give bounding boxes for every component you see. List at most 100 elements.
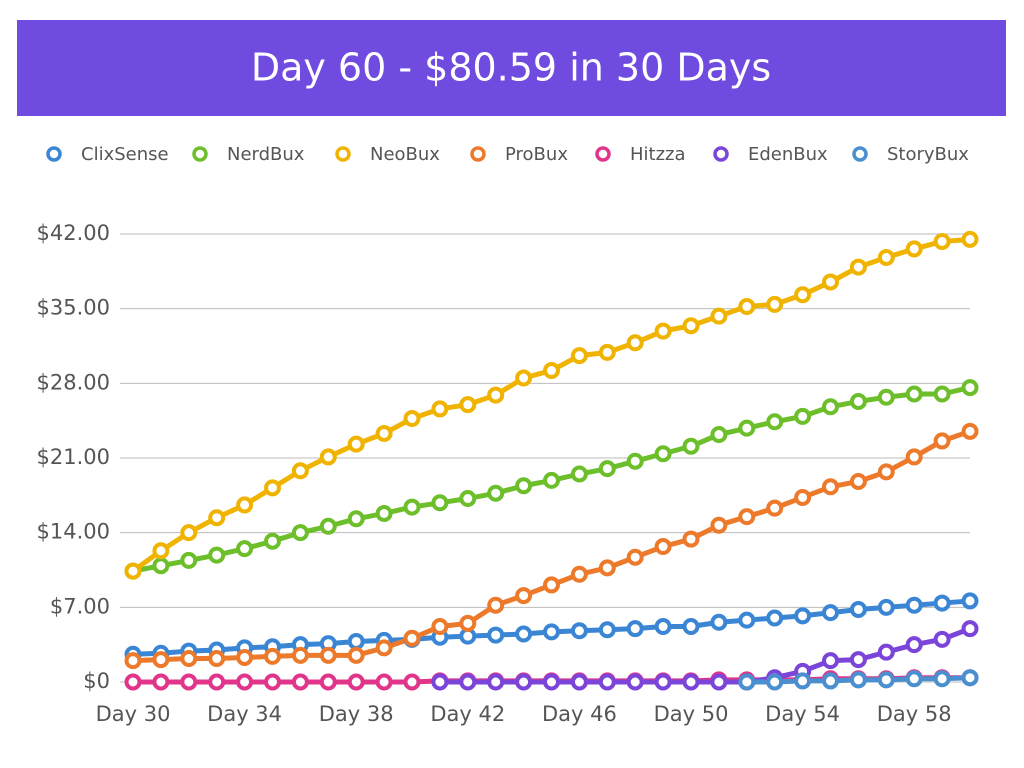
data-point bbox=[654, 673, 672, 691]
data-point bbox=[236, 540, 254, 558]
data-point bbox=[264, 479, 281, 497]
data-point bbox=[403, 673, 421, 691]
data-point bbox=[487, 484, 505, 502]
y-tick-label: $0 bbox=[83, 669, 110, 693]
data-point bbox=[933, 630, 951, 648]
data-point bbox=[236, 648, 254, 666]
data-point bbox=[961, 620, 979, 638]
data-point bbox=[236, 496, 254, 514]
data-point bbox=[905, 448, 923, 466]
title-banner bbox=[17, 20, 1006, 116]
data-point bbox=[877, 643, 895, 661]
data-point bbox=[403, 498, 421, 516]
data-point bbox=[570, 565, 588, 583]
y-tick-label: $14.00 bbox=[37, 520, 110, 544]
data-point bbox=[264, 532, 281, 550]
data-point bbox=[905, 636, 923, 654]
data-point bbox=[208, 546, 226, 564]
data-point bbox=[487, 626, 505, 644]
legend-marker bbox=[595, 146, 611, 162]
data-point bbox=[961, 592, 979, 610]
data-point bbox=[654, 538, 672, 556]
data-point bbox=[877, 463, 895, 481]
data-point bbox=[877, 671, 895, 689]
data-point bbox=[152, 557, 170, 575]
x-tick-label: Day 30 bbox=[96, 702, 171, 726]
data-point bbox=[710, 613, 728, 631]
data-point bbox=[710, 673, 728, 691]
data-point bbox=[849, 258, 867, 276]
data-point bbox=[598, 343, 616, 361]
data-point bbox=[515, 673, 533, 691]
data-point bbox=[905, 385, 923, 403]
data-point bbox=[515, 587, 533, 605]
data-point bbox=[794, 672, 812, 690]
data-point bbox=[626, 452, 644, 470]
legend-marker bbox=[852, 146, 868, 162]
y-tick-label: $42.00 bbox=[37, 221, 110, 245]
data-point bbox=[208, 509, 226, 527]
data-point bbox=[766, 295, 784, 313]
legend-label: NeoBux bbox=[370, 144, 440, 165]
data-point bbox=[319, 673, 337, 691]
data-point bbox=[794, 286, 812, 304]
data-point bbox=[822, 273, 839, 291]
data-point bbox=[570, 347, 588, 365]
data-point bbox=[598, 673, 616, 691]
data-point bbox=[319, 517, 337, 535]
data-point bbox=[347, 673, 365, 691]
data-point bbox=[654, 618, 672, 636]
x-tick-label: Day 38 bbox=[319, 702, 394, 726]
data-point bbox=[347, 510, 365, 528]
legend-label: StoryBux bbox=[887, 144, 969, 165]
data-point bbox=[515, 369, 533, 387]
data-point bbox=[598, 621, 616, 639]
legend-marker bbox=[46, 146, 62, 162]
data-point bbox=[766, 609, 784, 627]
data-point bbox=[291, 524, 309, 542]
data-point bbox=[431, 400, 449, 418]
data-point bbox=[849, 651, 867, 669]
data-point bbox=[822, 604, 839, 622]
data-point bbox=[375, 639, 393, 657]
data-point bbox=[515, 477, 533, 495]
data-point bbox=[654, 322, 672, 340]
data-point bbox=[961, 422, 979, 440]
data-point bbox=[905, 670, 923, 688]
data-point bbox=[766, 413, 784, 431]
data-point bbox=[710, 426, 728, 444]
data-point bbox=[180, 551, 198, 569]
data-point bbox=[124, 562, 142, 580]
data-point bbox=[515, 625, 533, 643]
data-point bbox=[766, 673, 784, 691]
data-point bbox=[598, 559, 616, 577]
x-tick-label: Day 34 bbox=[207, 702, 282, 726]
data-point bbox=[626, 548, 644, 566]
data-point bbox=[822, 478, 839, 496]
data-point bbox=[403, 629, 421, 647]
data-point bbox=[738, 298, 756, 316]
data-point bbox=[347, 632, 365, 650]
legend-label: Hitzza bbox=[630, 144, 686, 165]
data-point bbox=[403, 410, 421, 428]
data-point bbox=[291, 462, 309, 480]
data-point bbox=[124, 673, 142, 691]
data-point bbox=[291, 673, 309, 691]
data-point bbox=[738, 673, 756, 691]
data-point bbox=[543, 673, 560, 691]
data-point bbox=[626, 673, 644, 691]
data-point bbox=[905, 596, 923, 614]
data-point bbox=[431, 494, 449, 512]
data-point bbox=[124, 652, 142, 670]
y-tick-label: $21.00 bbox=[37, 445, 110, 469]
data-point bbox=[933, 385, 951, 403]
data-point bbox=[682, 437, 700, 455]
data-point bbox=[710, 516, 728, 534]
data-point bbox=[682, 618, 700, 636]
data-point bbox=[849, 392, 867, 410]
x-tick-label: Day 42 bbox=[430, 702, 505, 726]
data-point bbox=[375, 424, 393, 442]
data-point bbox=[152, 673, 170, 691]
data-point bbox=[654, 445, 672, 463]
